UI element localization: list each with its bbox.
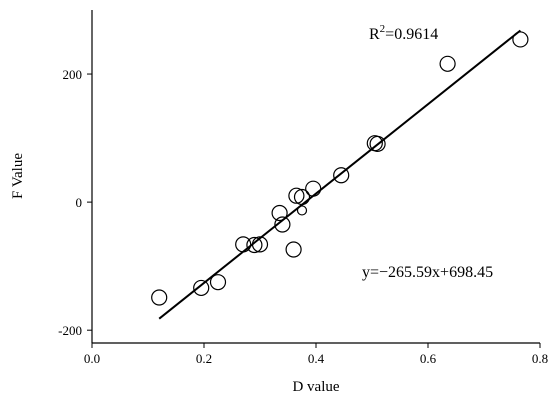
data-point — [439, 55, 456, 72]
data-point — [285, 241, 302, 258]
y-axis-title: F Value — [10, 153, 26, 199]
data-point — [293, 188, 311, 206]
y-tick-label: 200 — [63, 67, 83, 82]
data-point — [333, 167, 350, 184]
fit-line-group — [158, 29, 522, 320]
data-point — [246, 236, 263, 254]
data-points — [151, 31, 529, 306]
x-tick-label: 0.0 — [84, 351, 100, 366]
data-point — [193, 279, 210, 297]
y-tick-label: 0 — [76, 195, 83, 210]
r-squared-value: =0.9614 — [385, 26, 438, 43]
r-squared-superscript: 2 — [380, 23, 386, 35]
data-point — [235, 236, 252, 253]
data-point — [251, 236, 269, 253]
ticks: 0.0 0.2 0.4 0.6 0.8 -200 0 200 — [58, 67, 548, 366]
data-point — [369, 135, 386, 152]
y-tick-label: -200 — [58, 323, 82, 338]
x-tick-label: 0.6 — [420, 351, 437, 366]
data-point — [271, 204, 288, 222]
regression-equation: y=−265.59x+698.45 — [362, 264, 493, 281]
r-squared-prefix: R — [369, 26, 380, 43]
data-point — [512, 31, 529, 48]
x-tick-label: 0.2 — [196, 351, 212, 366]
x-tick-label: 0.8 — [532, 351, 548, 366]
x-axis-title: D value — [292, 379, 339, 395]
data-point — [288, 187, 305, 204]
data-point — [151, 289, 168, 306]
data-point — [296, 205, 308, 216]
data-point — [274, 216, 291, 233]
data-point — [209, 274, 227, 291]
axes — [91, 10, 540, 344]
regression-line — [158, 29, 522, 320]
x-tick-label: 0.4 — [308, 351, 325, 366]
r-squared-annotation: R2=0.9614 — [369, 23, 438, 43]
data-point — [305, 180, 322, 197]
